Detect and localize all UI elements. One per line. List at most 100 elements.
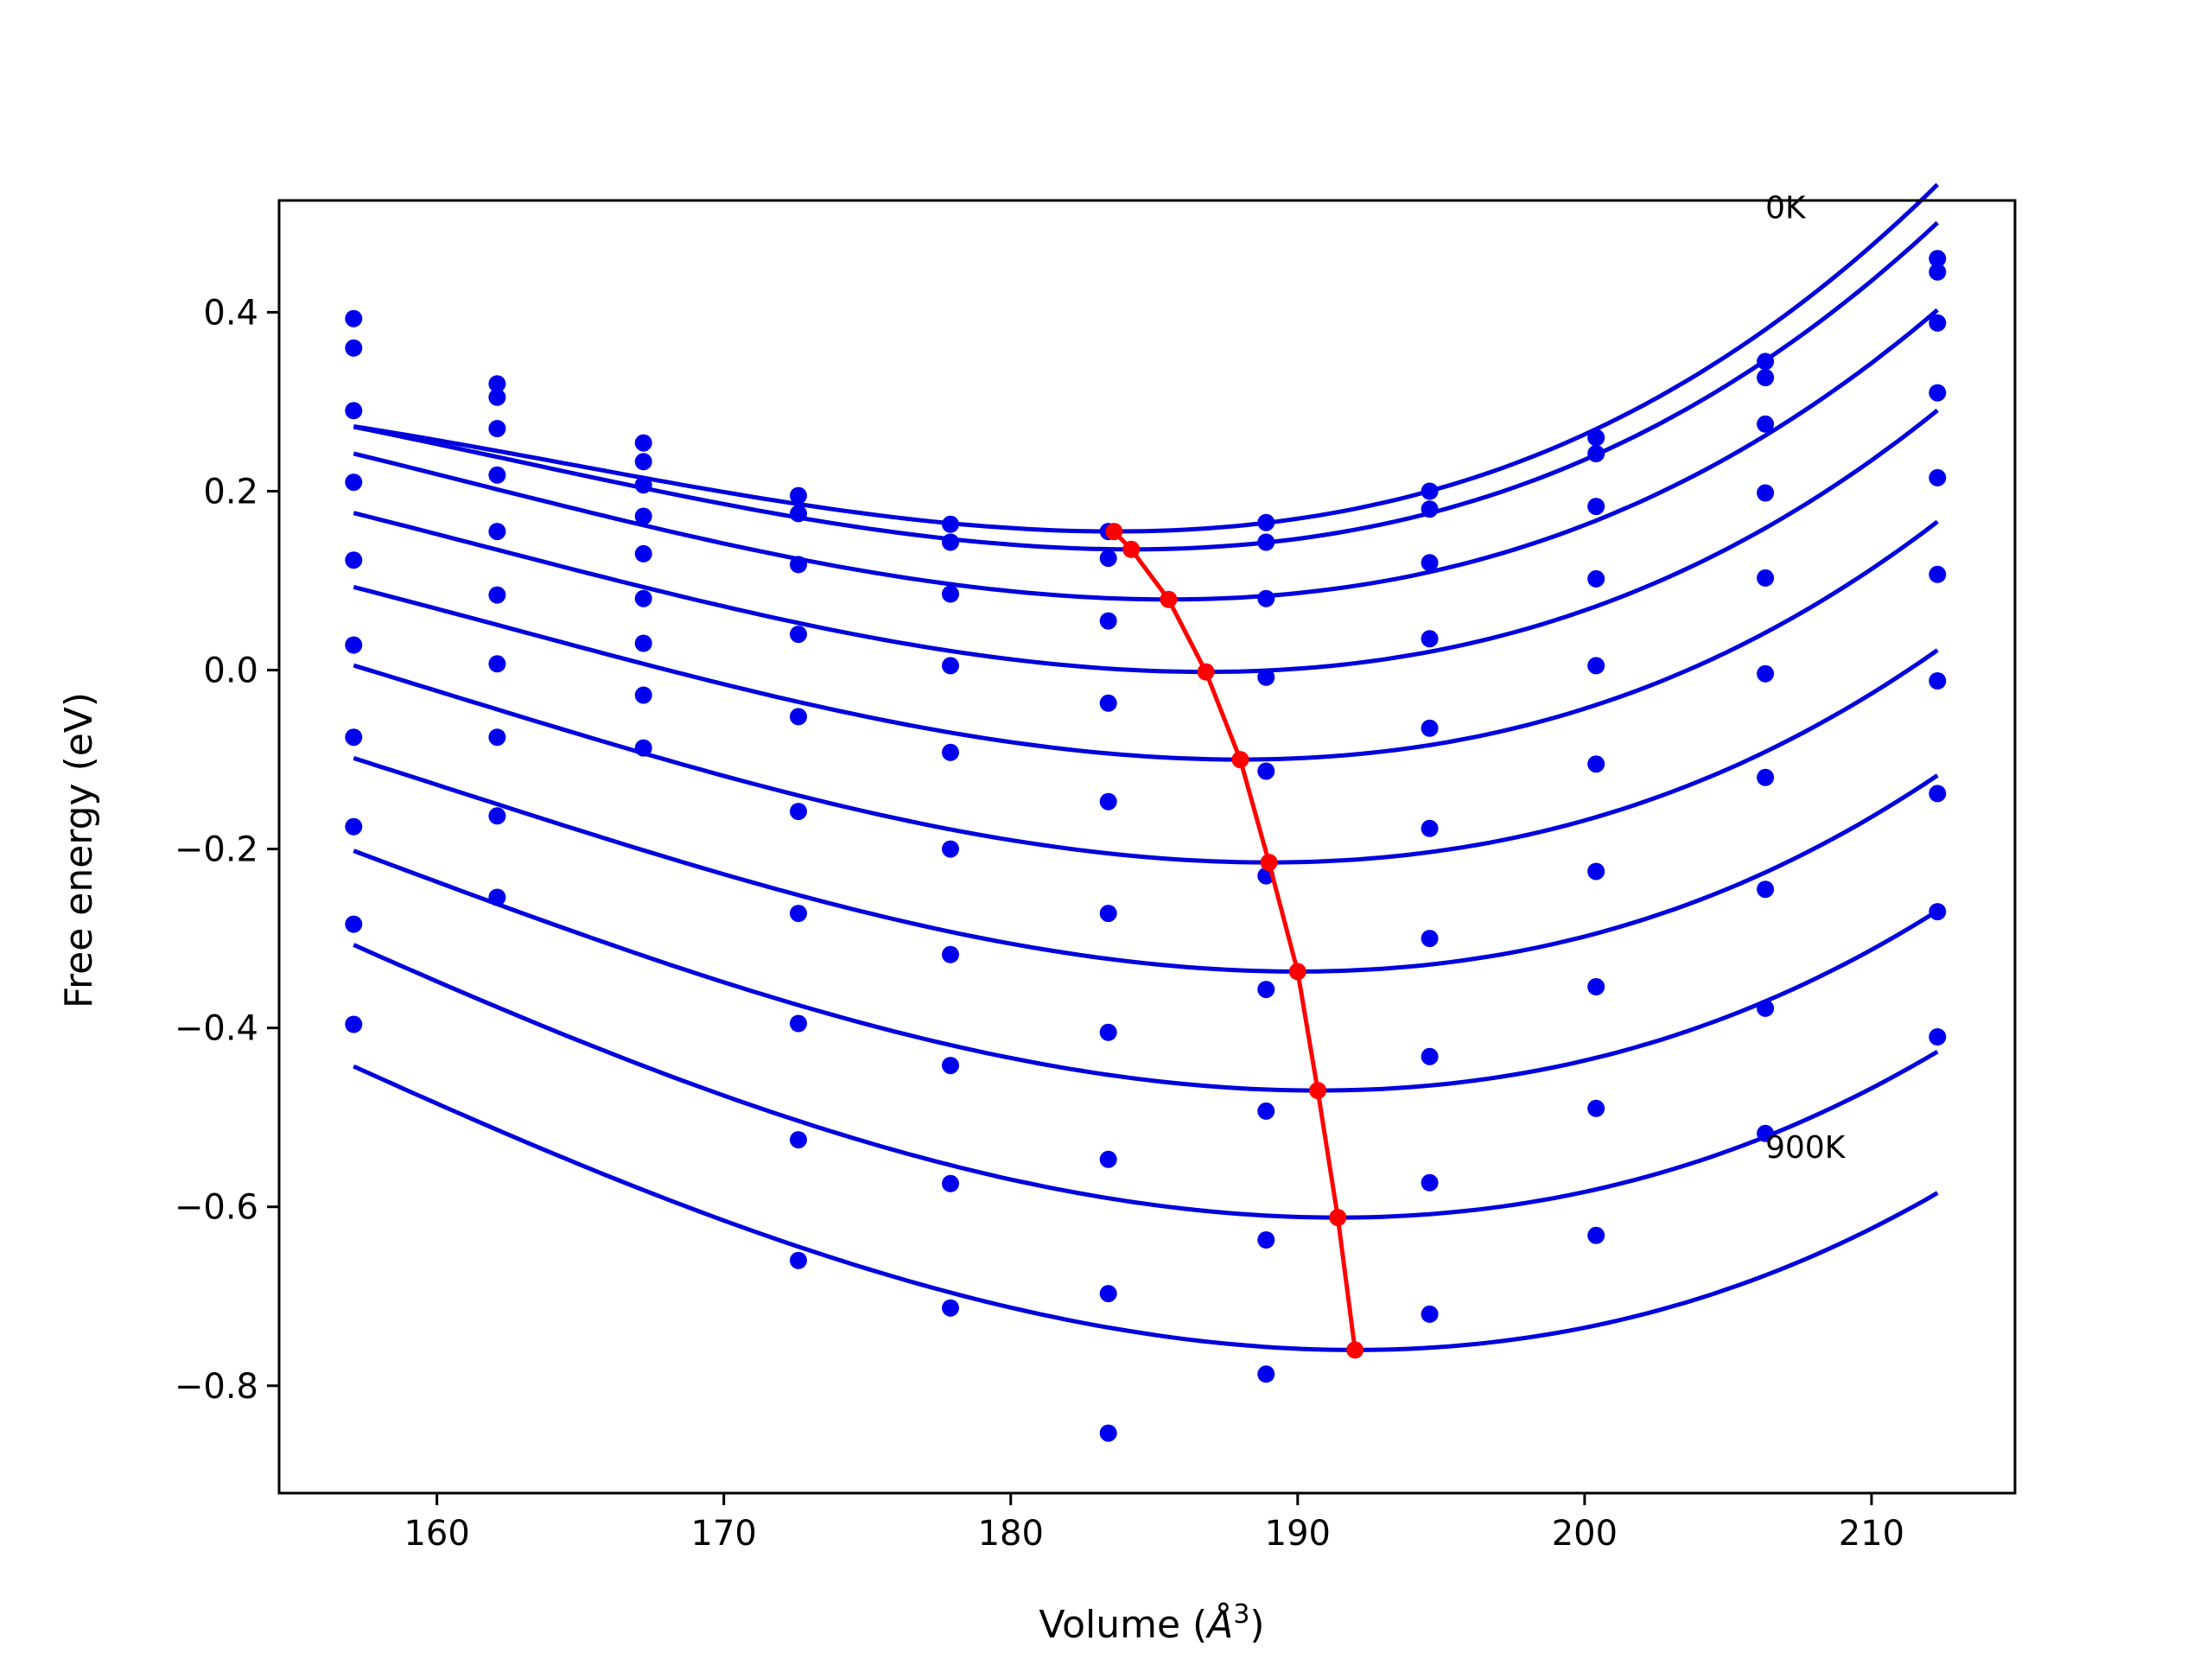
fit-curve-5 [353,648,1939,865]
data-point [634,544,652,563]
data-point [1257,1102,1275,1120]
data-point [790,1251,807,1269]
data-point [1099,550,1117,568]
data-point [1757,999,1775,1017]
y-tick-label: 0.2 [203,472,258,512]
data-point [345,915,363,933]
data-point [942,945,959,963]
data-point [488,655,506,673]
minima-point [1197,663,1215,681]
data-point [634,739,652,757]
data-point [1757,880,1775,899]
data-point [942,1057,959,1075]
data-point [1421,930,1439,948]
data-point [345,339,363,357]
data-point [1587,498,1605,516]
y-tick-label: −0.4 [175,1009,258,1049]
fit-curve-3 [353,408,1939,675]
minima-point [1346,1341,1364,1359]
x-tick-label: 200 [1552,1514,1618,1554]
data-point [345,1015,363,1033]
data-point [1587,569,1605,588]
data-point [1929,250,1947,268]
data-point [1099,1023,1117,1041]
data-point [790,556,807,574]
data-point [634,476,652,494]
data-point [634,453,652,471]
data-point [942,515,959,533]
data-point [488,586,506,604]
data-point [634,634,652,652]
data-point [790,486,807,505]
data-point [1257,981,1275,999]
fit-curve-4 [353,519,1939,762]
data-point [488,728,506,747]
x-tick-label: 190 [1265,1514,1331,1554]
data-point [1257,533,1275,551]
data-point [1757,369,1775,386]
data-point [1587,1099,1605,1117]
data-point [1929,314,1947,332]
minima-point [1231,751,1249,769]
data-point [1421,554,1439,572]
data-point [488,523,506,541]
data-point [345,636,363,654]
data-point [942,657,959,675]
x-tick-label: 180 [978,1514,1044,1554]
data-point [1587,1226,1605,1244]
x-tick-label: 170 [691,1514,757,1554]
fit-curve-7 [353,849,1939,1093]
data-point [1421,719,1439,737]
data-point [1421,1173,1439,1192]
fit-curve-9 [353,1064,1939,1352]
data-point [790,505,807,523]
axes: 160 170 180 190 200 210 0.4 0.2 0.0 −0.2 −0.4 −0.6 −… [175,199,2017,1554]
data-point [1421,1047,1439,1065]
data-point [1587,978,1605,995]
data-point [1757,1124,1775,1142]
data-point [790,905,807,923]
data-point [1929,384,1947,402]
data-point [345,728,363,747]
data-point [345,402,363,420]
annotation-label: 0K [1765,191,1807,226]
x-axis-label-end: ) [1249,1603,1264,1647]
data-point [942,533,959,551]
minima-point [1329,1209,1347,1227]
annotations: 0K 900K [1765,191,1847,1166]
data-point [1099,1285,1117,1303]
y-axis-label: Free energy (eV) [57,692,101,1008]
data-point [345,551,363,569]
data-point [1929,1028,1947,1046]
data-point [1257,668,1275,686]
fit-curve-0 [353,182,1940,534]
data-point [1099,1424,1117,1442]
data-point [1257,513,1275,531]
data-point [1587,862,1605,880]
minima-point [1288,963,1306,981]
data-point [1421,482,1439,500]
data-point [488,466,506,484]
minima-point [1160,590,1178,608]
minima-point [1105,523,1123,541]
data-point [1257,589,1275,607]
data-point [1757,484,1775,502]
data-point [942,585,959,603]
x-axis-label-base: Volume ( [1039,1603,1207,1647]
y-tick-label: −0.6 [175,1188,258,1228]
data-point [1757,415,1775,433]
data-point [1099,612,1117,630]
y-tick-label: −0.8 [175,1367,258,1407]
data-point [345,817,363,836]
y-tick-label: 0.0 [203,652,258,691]
data-point [1099,905,1117,923]
data-point [1421,630,1439,648]
data-point [1757,768,1775,786]
data-point [790,626,807,644]
fit-curve-1 [353,220,1940,552]
fit-curve-6 [353,756,1939,974]
data-point [1587,445,1605,462]
data-point [1929,263,1947,281]
data-point [790,1014,807,1033]
